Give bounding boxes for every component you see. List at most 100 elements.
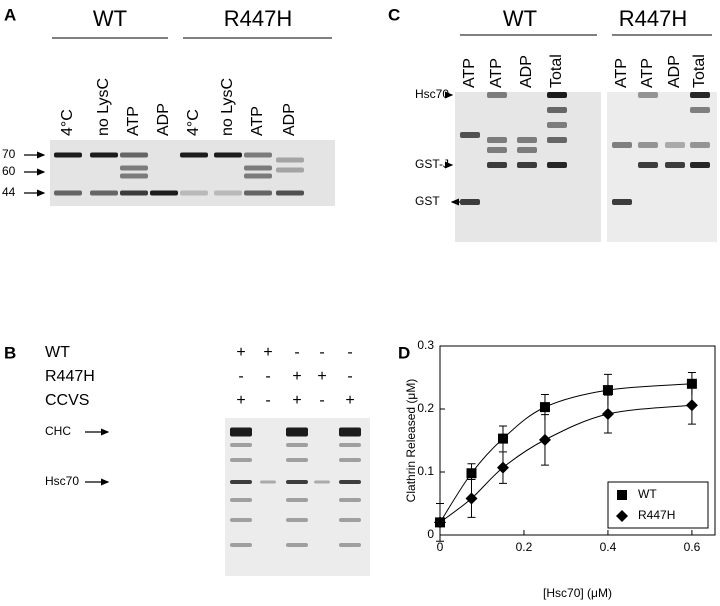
gel-band	[638, 92, 658, 98]
sign: -	[265, 392, 270, 409]
sign: +	[292, 368, 301, 385]
gel-band	[286, 543, 308, 547]
marker-label: 70	[2, 147, 16, 161]
gel-band	[690, 162, 710, 168]
gel-band	[230, 543, 252, 547]
gel-band	[547, 162, 567, 168]
gel-band	[339, 518, 361, 522]
lane-label: ADP	[281, 103, 298, 136]
gel-band	[120, 173, 148, 179]
gel-band	[120, 165, 148, 171]
gel-band	[339, 443, 361, 447]
group-header: R447H	[619, 6, 687, 31]
point	[538, 433, 551, 446]
sign: +	[292, 392, 301, 409]
gel-band	[54, 190, 82, 196]
gel-band	[120, 152, 148, 158]
gel-band	[638, 142, 658, 148]
row-label: WT	[45, 344, 70, 361]
gel-band	[90, 190, 118, 196]
gel-band	[460, 132, 480, 138]
lane-label: no LysC	[219, 78, 236, 136]
gel-band	[214, 190, 242, 196]
x-tick-label: 0.6	[684, 540, 701, 554]
marker-label: GST	[415, 194, 440, 208]
gel-band	[547, 137, 567, 143]
point	[496, 461, 509, 474]
gel-band	[244, 165, 272, 171]
lane-label: ADP	[666, 55, 683, 88]
gel-band	[276, 157, 304, 163]
lane-label: ATP	[249, 106, 266, 136]
lane-label: ATP	[613, 58, 630, 88]
sign: -	[265, 368, 270, 385]
plot-frame	[439, 345, 716, 536]
gel-band	[460, 199, 480, 205]
gel-band	[339, 427, 361, 437]
sign: -	[294, 344, 299, 361]
gel-band	[665, 162, 685, 168]
lane-label: ATP	[488, 58, 505, 88]
marker-label: 44	[2, 185, 16, 199]
gel-band	[286, 498, 308, 502]
gel-band	[244, 173, 272, 179]
gel-band	[665, 142, 685, 148]
gel-band	[690, 107, 710, 113]
sign: +	[317, 368, 326, 385]
sign: -	[347, 344, 352, 361]
gel-band	[230, 480, 252, 484]
sign: +	[263, 344, 272, 361]
x-tick-label: 0	[437, 540, 444, 554]
group-header: R447H	[224, 6, 292, 31]
gel-band	[339, 543, 361, 547]
gel-band	[54, 152, 82, 158]
gel-band	[547, 122, 567, 128]
gel-band	[547, 107, 567, 113]
gel-band	[230, 518, 252, 522]
panel-letter: B	[4, 343, 16, 362]
point	[685, 399, 698, 412]
gel-band	[286, 427, 308, 437]
point	[434, 516, 446, 529]
lane-label: Total	[548, 54, 565, 88]
gel-band	[120, 190, 148, 196]
gel-band	[690, 92, 710, 98]
y-tick-label: 0.2	[417, 401, 434, 415]
gel-band	[314, 480, 330, 484]
point	[686, 378, 697, 389]
sign: +	[345, 392, 354, 409]
y-tick-label: 0.1	[417, 464, 434, 478]
marker-label: 60	[2, 164, 16, 178]
gel-band	[286, 458, 308, 462]
y-axis-label: Clathrin Released (μM)	[404, 379, 418, 503]
point	[539, 402, 550, 413]
gel-band	[286, 518, 308, 522]
x-tick-label: 0.2	[516, 540, 533, 554]
gel-band	[214, 152, 242, 158]
panel-letter: C	[388, 5, 400, 24]
marker-label: GST-J	[415, 157, 449, 171]
lane-label: ATP	[461, 58, 478, 88]
marker-label: Hsc70	[45, 474, 79, 488]
gel-band	[230, 498, 252, 502]
sign: +	[236, 392, 245, 409]
gel-band	[260, 480, 276, 484]
marker-label: Hsc70	[415, 87, 449, 101]
x-tick-label: 0.4	[600, 540, 617, 554]
point	[602, 385, 613, 396]
legend-label: R447H	[638, 508, 675, 522]
gel-band	[244, 190, 272, 196]
lane-label: ADP	[155, 103, 172, 136]
sign: -	[347, 368, 352, 385]
lane-label: Total	[691, 54, 708, 88]
row-label: CCVS	[45, 392, 89, 409]
legend-swatch	[617, 490, 627, 500]
gel-band	[517, 162, 537, 168]
gel-band	[339, 498, 361, 502]
gel-band	[339, 458, 361, 462]
point	[466, 468, 477, 479]
gel-band	[487, 137, 507, 143]
gel-band	[230, 427, 252, 437]
